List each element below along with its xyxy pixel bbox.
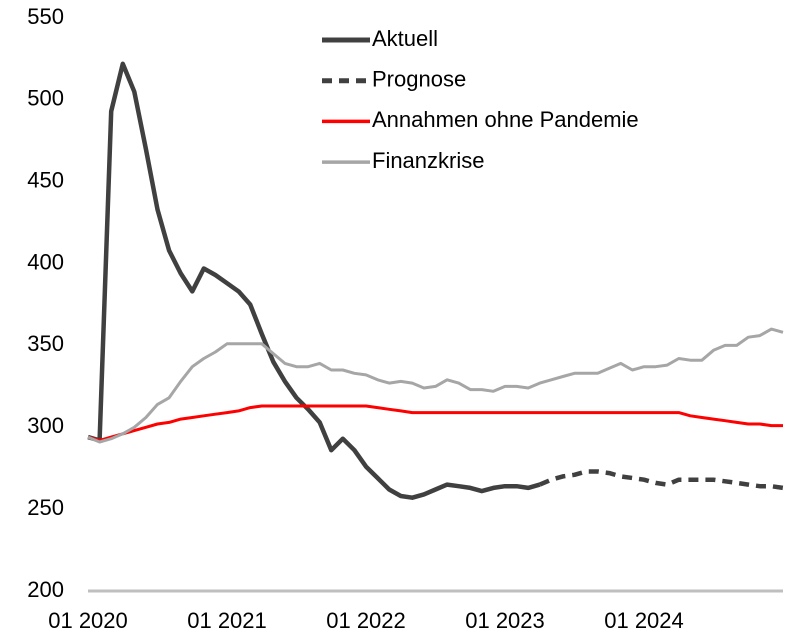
legend-label: Finanzkrise [372,148,484,173]
y-tick-label: 450 [27,168,64,193]
y-tick-label: 200 [27,577,64,602]
y-tick-label: 500 [27,86,64,111]
y-tick-label: 250 [27,495,64,520]
y-tick-label: 300 [27,413,64,438]
x-tick-label: 01 2020 [48,608,128,633]
series-line [538,469,784,491]
legend-label: Aktuell [372,26,438,51]
x-tick-label: 01 2022 [326,608,406,633]
x-tick-label: 01 2023 [465,608,545,633]
y-tick-label: 350 [27,331,64,356]
y-tick-label: 550 [27,4,64,29]
series-line [87,61,541,500]
legend-label: Prognose [372,67,466,92]
x-tick-label: 01 2024 [604,608,684,633]
y-tick-label: 400 [27,249,64,274]
series-line [87,327,784,444]
series-line [87,404,783,442]
x-tick-label: 01 2021 [187,608,267,633]
legend-label: Annahmen ohne Pandemie [372,107,639,132]
